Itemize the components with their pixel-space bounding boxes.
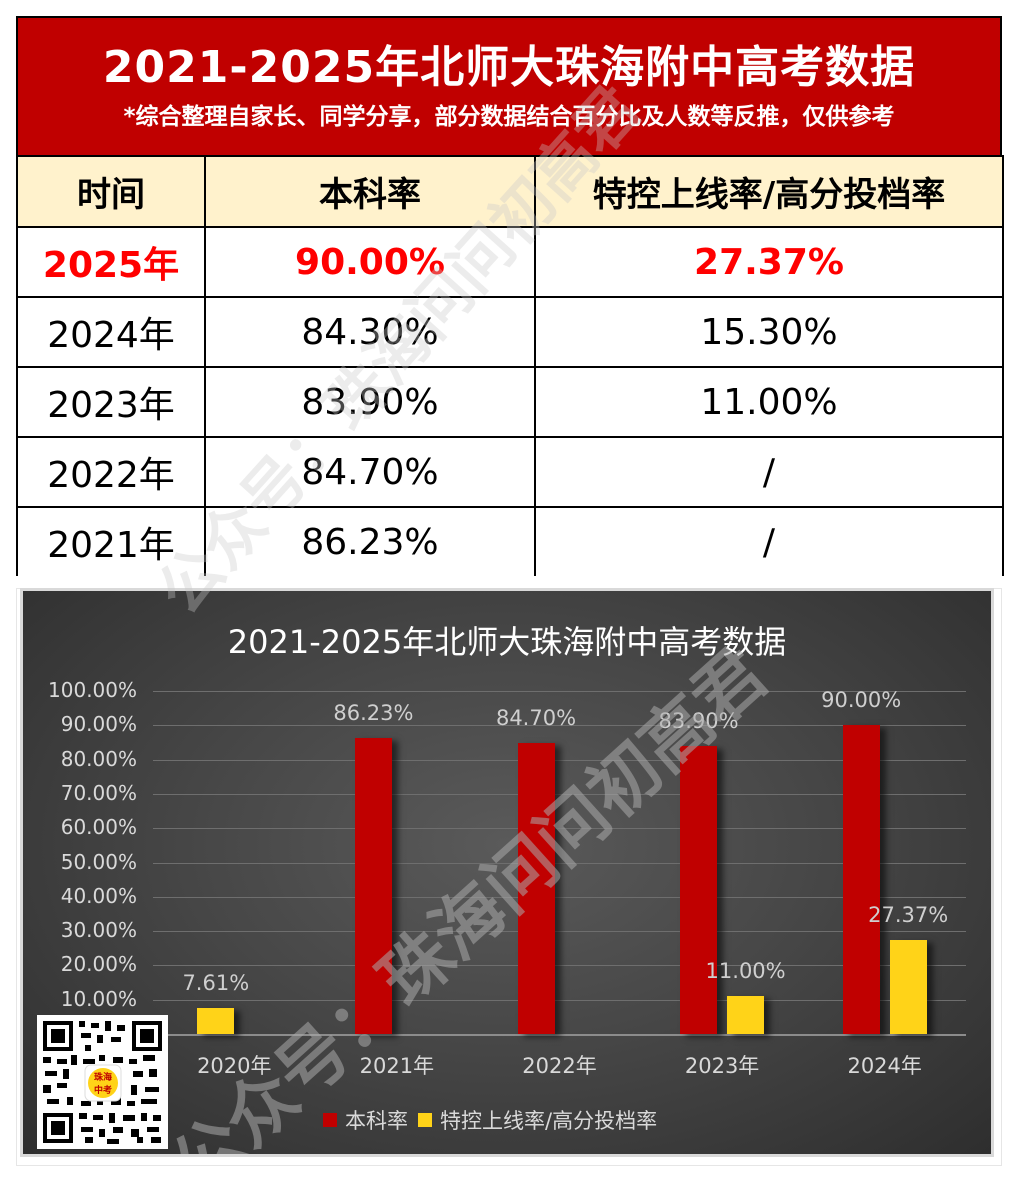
y-axis-tick: 30.00% xyxy=(60,918,137,943)
qr-code-icon: 珠海 中考 xyxy=(37,1015,168,1149)
y-axis-tick: 40.00% xyxy=(60,883,137,908)
y-axis-tick: 70.00% xyxy=(60,780,137,805)
cell-top-rate: 15.30% xyxy=(534,296,1004,368)
cell-top-rate: / xyxy=(534,436,1004,508)
y-axis-tick: 80.00% xyxy=(60,746,137,771)
data-label: 27.37% xyxy=(868,903,949,928)
column-header-undergrad-rate: 本科率 xyxy=(204,155,536,228)
cell-year: 2025年 xyxy=(16,226,206,298)
gridline xyxy=(153,793,966,795)
cell-undergrad-rate: 86.23% xyxy=(204,506,536,576)
table-row: 2024年 84.30% 15.30% xyxy=(16,296,1004,368)
table-row: 2023年 83.90% 11.00% xyxy=(16,366,1004,438)
bar-top-rate xyxy=(889,940,927,1034)
table-row: 2021年 86.23% / xyxy=(16,506,1004,576)
results-table: 时间 本科率 特控上线率/高分投档率 2025年 90.00% 27.37% 2… xyxy=(16,155,1004,576)
gridline xyxy=(153,896,966,898)
gridline xyxy=(153,999,966,1001)
gridline xyxy=(153,862,966,864)
page-title: 2021-2025年北师大珠海附中高考数据 xyxy=(102,42,916,93)
cell-year: 2023年 xyxy=(16,366,206,438)
data-label: 90.00% xyxy=(821,688,902,713)
table-row: 2025年 90.00% 27.37% xyxy=(16,226,1004,298)
legend-item-top-rate: 特控上线率/高分投档率 xyxy=(418,1105,657,1135)
cell-top-rate: 11.00% xyxy=(534,366,1004,438)
data-label: 83.90% xyxy=(658,709,739,734)
cell-year: 2024年 xyxy=(16,296,206,368)
y-axis-tick: 90.00% xyxy=(60,712,137,737)
gridline xyxy=(153,828,966,830)
cell-year: 2022年 xyxy=(16,436,206,508)
chart-legend: 本科率 特控上线率/高分投档率 xyxy=(323,1105,667,1135)
x-axis-line xyxy=(153,1034,966,1036)
title-banner: 2021-2025年北师大珠海附中高考数据 *综合整理自家长、同学分享，部分数据… xyxy=(16,16,1002,155)
cell-top-rate: 27.37% xyxy=(534,226,1004,298)
bar-undergrad-rate xyxy=(680,746,718,1034)
legend-item-undergrad: 本科率 xyxy=(323,1105,408,1135)
x-axis-tick: 2021年 xyxy=(359,1054,435,1078)
chart-title: 2021-2025年北师大珠海附中高考数据 xyxy=(227,623,787,661)
page-subtitle: *综合整理自家长、同学分享，部分数据结合百分比及人数等反推，仅供参考 xyxy=(123,104,895,130)
table-row: 2022年 84.70% / xyxy=(16,436,1004,508)
y-axis-tick: 50.00% xyxy=(60,849,137,874)
gridline xyxy=(153,691,966,692)
cell-undergrad-rate: 83.90% xyxy=(204,366,536,438)
y-axis-tick: 100.00% xyxy=(48,678,137,702)
legend-label: 特控上线率/高分投档率 xyxy=(440,1109,658,1133)
y-axis-tick: 10.00% xyxy=(60,986,137,1011)
x-axis-tick: 2024年 xyxy=(847,1054,922,1078)
table-header-row: 时间 本科率 特控上线率/高分投档率 xyxy=(16,155,1004,228)
column-header-time: 时间 xyxy=(16,155,206,228)
x-axis-tick: 2022年 xyxy=(522,1054,597,1078)
gridline xyxy=(153,759,966,761)
y-axis-tick: 20.00% xyxy=(60,952,137,977)
legend-label: 本科率 xyxy=(345,1109,408,1133)
bar-undergrad-rate xyxy=(354,738,392,1034)
column-header-top-rate: 特控上线率/高分投档率 xyxy=(534,155,1004,228)
gridline xyxy=(153,725,966,727)
legend-swatch-yellow xyxy=(418,1113,432,1127)
bar-top-rate xyxy=(727,996,765,1034)
bar-top-rate xyxy=(197,1007,235,1034)
data-label: 84.70% xyxy=(495,706,577,731)
qr-code[interactable]: 珠海 中考 xyxy=(37,1015,168,1149)
data-label: 11.00% xyxy=(705,959,786,984)
cell-undergrad-rate: 84.70% xyxy=(204,436,536,508)
bar-chart: 2021-2025年北师大珠海附中高考数据 10.00% 20.00% 30.00%… xyxy=(20,588,994,1157)
cell-year: 2021年 xyxy=(16,506,206,576)
gridline xyxy=(153,965,966,967)
x-axis-tick: 2023年 xyxy=(684,1054,760,1078)
data-table-container: 2021-2025年北师大珠海附中高考数据 *综合整理自家长、同学分享，部分数据… xyxy=(16,16,1004,576)
bar-undergrad-rate xyxy=(517,743,555,1034)
data-label: 7.61% xyxy=(182,970,250,995)
bar-undergrad-rate xyxy=(842,725,880,1034)
legend-swatch-red xyxy=(323,1113,337,1127)
cell-undergrad-rate: 90.00% xyxy=(204,226,536,298)
svg-text:珠海: 珠海 xyxy=(94,1071,112,1083)
x-axis-tick: 2020年 xyxy=(197,1054,272,1078)
y-axis-tick: 60.00% xyxy=(60,815,137,840)
data-label: 86.23% xyxy=(333,701,414,726)
gridline xyxy=(153,931,966,933)
cell-undergrad-rate: 84.30% xyxy=(204,296,536,368)
svg-text:中考: 中考 xyxy=(94,1084,112,1096)
cell-top-rate: / xyxy=(534,506,1004,576)
